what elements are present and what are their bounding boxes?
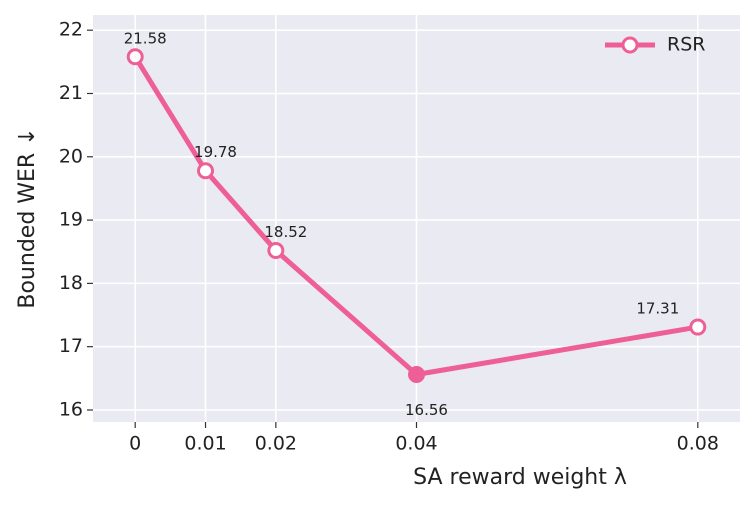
marker — [408, 366, 425, 384]
x-axis-label: SA reward weight λ — [413, 465, 627, 490]
x-tick-label: 0.08 — [677, 433, 719, 455]
marker — [197, 162, 215, 180]
data-label: 19.78 — [194, 143, 237, 161]
x-tick-label: 0.04 — [395, 433, 437, 455]
data-label: 17.31 — [636, 300, 679, 318]
data-label: 16.56 — [405, 401, 448, 419]
y-tick-label: 19 — [59, 209, 83, 231]
x-tick-label: 0.01 — [184, 433, 226, 455]
x-tick-label: 0.02 — [255, 433, 297, 455]
marker — [267, 241, 285, 259]
y-tick-label: 21 — [59, 82, 83, 104]
marker — [689, 318, 707, 336]
marker — [126, 48, 144, 66]
y-tick-label: 16 — [59, 398, 83, 420]
legend-marker — [621, 36, 639, 54]
data-label: 18.52 — [264, 223, 307, 241]
legend-label: RSR — [667, 34, 705, 56]
y-tick-label: 18 — [59, 272, 83, 294]
y-axis-label: Bounded WER ↓ — [15, 127, 40, 308]
x-tick-label: 0 — [129, 433, 141, 455]
y-tick-label: 22 — [59, 19, 83, 41]
data-label: 21.58 — [124, 29, 167, 47]
y-tick-label: 20 — [59, 145, 83, 167]
y-tick-label: 17 — [59, 335, 83, 357]
